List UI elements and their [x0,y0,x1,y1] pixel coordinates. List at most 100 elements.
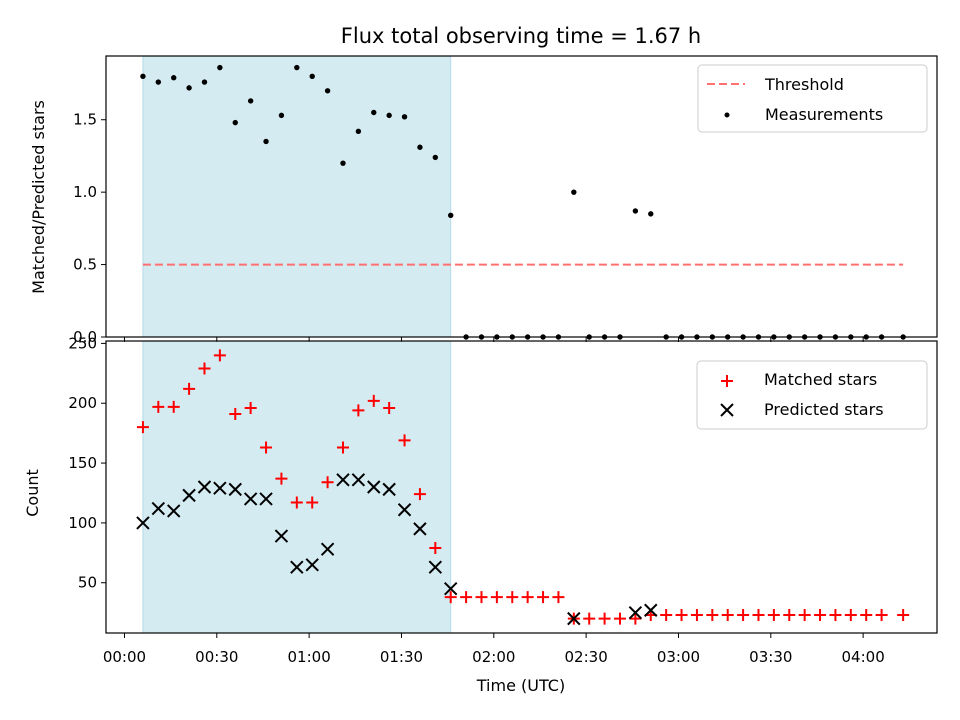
matched-stars-point [737,609,750,622]
predicted-stars-point [243,492,258,506]
matched-stars-point [275,472,288,485]
matched-stars-point [598,612,611,625]
matched-stars-point [198,362,211,375]
predicted-stars-point [290,560,304,574]
predicted-stars-point [397,503,412,517]
top-y-axis: 0.0 0.5 1.0 1.5 [73,111,106,346]
matched-stars-point [675,609,688,622]
matched-stars-point [398,434,411,447]
predicted-stars-point [167,504,181,518]
predicted-stars-point [320,542,335,556]
bottom-x-axis: 00:00 00:30 01:00 01:30 02:00 02:30 03:00 03:30… [103,633,885,666]
matched-stars-point [521,591,534,604]
bottom-panel: 50 100 150 200 250 00:00 00:30 01:00 01:30 02:00… [23,334,938,695]
measurement-point [155,79,162,85]
predicted-stars-point [382,482,396,497]
matched-stars-point [383,402,396,415]
matched-stars-point [444,591,457,604]
top-panel: 0.0 0.5 1.0 1.5 Matched/Predicted stars Thr… [29,55,938,346]
y-tick-label: 150 [68,454,97,472]
predicted-stars-point [428,560,443,574]
matched-stars-point [660,609,673,622]
matched-stars-point [752,609,765,622]
matched-legend-label: Matched stars [764,370,877,389]
matched-stars-point [352,404,365,417]
predicted-stars-point [197,480,212,494]
matched-stars-point [367,394,380,407]
measurement-point [309,73,315,79]
matched-stars-point [213,349,226,362]
matched-stars-point [897,609,910,622]
matched-stars-point [413,488,426,501]
measurement-point [263,138,269,145]
matched-stars-point [690,609,703,622]
matched-stars-point [767,609,780,622]
predicted-stars-point [567,611,581,626]
measurement-point [648,211,654,217]
x-tick-label: 04:00 [842,648,885,666]
matched-stars-point [183,382,196,395]
matched-legend-icon [721,375,733,387]
matched-stars-point [460,591,473,604]
measurement-point [232,119,238,126]
predicted-legend-icon [720,403,734,417]
x-tick-label: 02:00 [472,648,515,666]
shaded-interval [142,55,452,338]
y-tick-label: 50 [78,574,97,592]
y-tick-label: 200 [68,394,97,412]
x-tick-label: 00:00 [103,648,146,666]
top-legend: Threshold Measurements [697,64,928,133]
predicted-stars-series [136,473,658,626]
measurement-point [140,73,146,79]
top-plot-frame [105,55,938,338]
predicted-stars-point [444,582,458,596]
matched-stars-point [875,609,888,622]
x-axis-label: Time (UTC) [476,676,565,695]
predicted-stars-point [182,488,196,503]
matched-stars-point [290,496,303,509]
matched-stars-point [798,609,811,622]
measurement-point [340,160,346,166]
y-tick-label: 0.0 [73,328,97,346]
predicted-stars-point [136,516,150,530]
predicted-stars-point [274,529,289,543]
x-tick-label: 00:30 [195,648,238,666]
matched-stars-point [844,609,857,622]
matched-stars-point [260,441,273,454]
matched-stars-point [229,408,242,420]
measurement-point [355,128,362,135]
x-tick-label: 02:30 [565,648,608,666]
predicted-stars-point [628,605,643,620]
predicted-stars-point [213,481,227,495]
chart-title: Flux total observing time = 1.67 h [341,24,701,48]
predicted-stars-point [305,558,319,572]
measurement-point [571,189,577,195]
matched-stars-point [136,421,149,434]
predicted-stars-point [336,473,350,487]
matched-stars-point [814,609,827,622]
predicted-stars-point [151,501,166,516]
predicted-stars-point [367,480,381,494]
predicted-stars-point [351,473,366,487]
matched-stars-point [475,591,488,604]
y-tick-label: 1.5 [73,111,97,129]
matched-stars-point [429,542,442,555]
x-tick-label: 03:00 [657,648,700,666]
top-legend-box [697,64,928,133]
measurement-point [448,212,454,219]
measurement-point [401,114,408,120]
measurement-point [294,64,300,71]
matched-stars-point [552,591,565,604]
bottom-y-axis: 50 100 150 200 250 [68,334,106,592]
measurement-point [201,79,208,85]
x-tick-label: 03:30 [749,648,792,666]
matched-stars-point [860,609,873,622]
measurement-point [386,112,392,119]
matched-stars-point [537,591,550,604]
measurement-point [371,109,377,116]
y-tick-label: 100 [68,514,97,532]
predicted-stars-point [644,603,658,617]
x-tick-label: 01:30 [380,648,423,666]
bottom-plot-frame [105,340,938,634]
